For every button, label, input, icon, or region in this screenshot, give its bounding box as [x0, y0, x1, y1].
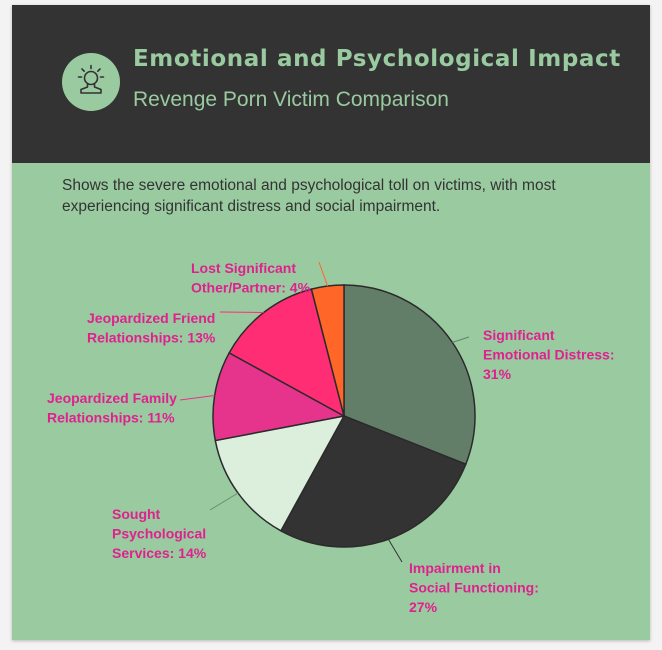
slice-label: Sought Psychological Services: 14% [112, 506, 207, 561]
slice-label: Jeopardized Family Relationships: 11% [47, 390, 177, 426]
page-subtitle: Revenge Porn Victim Comparison [133, 88, 449, 111]
pie-slice [212, 351, 347, 442]
leader-line [179, 395, 215, 401]
slice-label: Lost Significant Other/Partner: 4% [191, 260, 311, 296]
pie-slice [279, 415, 467, 548]
pie-slice [343, 284, 476, 466]
pie-slice [310, 284, 345, 417]
person-head-icon [62, 53, 120, 111]
leader-line [318, 261, 329, 287]
page-title: Emotional and Psychological Impact [133, 46, 621, 72]
chart-description: Shows the severe emotional and psycholog… [62, 177, 556, 215]
slice-label: Impairment in Social Functioning: 27% [409, 560, 539, 615]
leader-line [387, 539, 403, 563]
slice-label: Significant Emotional Distress: 31% [483, 327, 614, 382]
leader-line [452, 336, 470, 343]
slice-label: Jeopardized Friend Relationships: 13% [87, 310, 216, 346]
leader-line [209, 492, 239, 511]
pie-slice [214, 414, 346, 532]
header-banner: Emotional and Psychological Impact Reven… [12, 5, 650, 163]
